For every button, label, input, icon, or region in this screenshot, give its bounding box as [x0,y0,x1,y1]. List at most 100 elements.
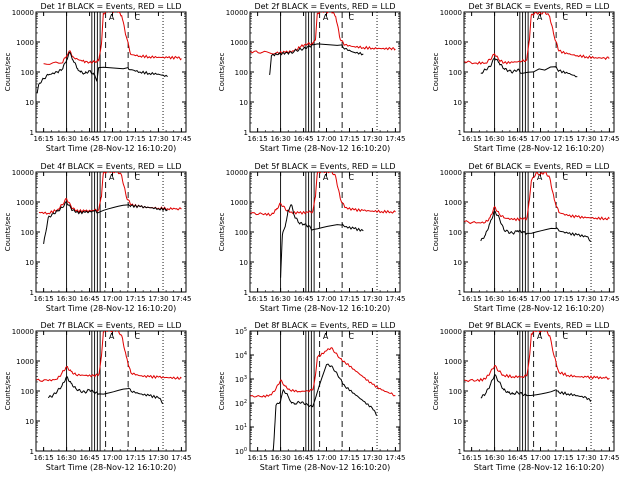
chart-panel-det-6f: Det 6f BLACK = Events, RED = LLD 1 10 100 10… [432,162,620,313]
panel-title: Det 4f BLACK = Events, RED = LLD [40,162,181,171]
x-tick-label: 17:45 [599,454,619,462]
series-line-events [272,363,378,451]
x-axis-label: Start Time (28-Nov-12 16:10:20) [260,304,390,313]
y-axis-label: Counts/sec [432,53,440,92]
plot-frame [249,171,401,293]
y-tick-label: 10 [453,418,462,426]
x-tick-label: 17:00 [102,135,122,143]
y-tick-label: 10000 [12,169,34,177]
x-tick-label: 17:15 [553,295,573,303]
panel-title: Det 6f BLACK = Events, RED = LLD [468,162,609,171]
x-tick-label: 16:15 [462,295,482,303]
x-tick-label: 17:15 [125,135,145,143]
y-tick-label: 100 [449,388,462,396]
x-tick-label: 17:00 [102,295,122,303]
chart-panel-det-9f: Det 9f BLACK = Events, RED = LLD 1 10 100 10… [432,321,620,472]
y-tick-label: 1 [30,129,34,137]
y-tick-label: 10 [25,259,34,267]
marker-c: C [349,13,355,22]
y-axis-label: Counts/sec [218,372,226,411]
x-tick-label: 17:15 [553,454,573,462]
x-tick-label: 17:30 [362,295,382,303]
y-tick-label: 1 [30,289,34,297]
x-tick-label: 16:30 [270,295,290,303]
series-line-events [480,374,592,402]
x-tick-label: 17:15 [553,135,573,143]
x-tick-label: 16:30 [56,135,76,143]
y-tick-label: 1 [30,448,34,456]
x-tick-label: 17:15 [125,295,145,303]
y-tick-label: 100 [235,69,248,77]
y-tick-label: 10 [453,259,462,267]
marker-c: C [349,332,355,341]
chart-panel-det-4f: Det 4f BLACK = Events, RED = LLD 1 10 100 10… [4,162,192,313]
series-line-lld [250,172,396,217]
x-tick-label: 16:30 [56,454,76,462]
x-tick-label: 17:45 [599,295,619,303]
y-axis-label: Counts/sec [4,213,12,252]
y-tick-label: 1 [244,129,248,137]
x-axis-label: Start Time (28-Nov-12 16:10:20) [46,304,176,313]
x-tick-label: 17:45 [171,135,191,143]
series-line-lld [250,12,396,55]
panel-title: Det 9f BLACK = Events, RED = LLD [468,321,609,330]
y-tick-label: 105 [235,327,247,336]
x-tick-label: 16:15 [248,454,268,462]
panel-title: Det 3f BLACK = Events, RED = LLD [468,2,609,11]
x-tick-label: 17:00 [530,135,550,143]
x-axis-label: Start Time (28-Nov-12 16:10:20) [46,144,176,153]
y-tick-label: 100 [21,388,34,396]
x-tick-label: 17:45 [385,135,405,143]
x-tick-label: 17:00 [530,295,550,303]
x-tick-label: 16:30 [270,135,290,143]
series-line-lld [464,172,610,225]
y-axis-label: Counts/sec [218,53,226,92]
y-tick-label: 100 [21,69,34,77]
chart-panel-det-2f: Det 2f BLACK = Events, RED = LLD 1 10 100 10… [218,2,406,153]
marker-a: A [109,13,115,22]
marker-a: A [109,173,115,182]
x-tick-label: 16:45 [507,295,527,303]
marker-c: C [349,173,355,182]
x-tick-label: 17:45 [171,295,191,303]
plot-frame [35,171,187,293]
y-tick-label: 10 [239,259,248,267]
series-line-events [269,43,364,75]
x-axis-label: Start Time (28-Nov-12 16:10:20) [46,463,176,472]
x-tick-label: 16:15 [462,135,482,143]
marker-a: A [537,173,543,182]
panel-title: Det 2f BLACK = Events, RED = LLD [254,2,395,11]
x-tick-label: 16:30 [484,454,504,462]
x-tick-label: 16:15 [248,135,268,143]
series-line-events [43,201,168,244]
y-tick-label: 100 [235,229,248,237]
x-tick-label: 16:45 [79,454,99,462]
y-tick-label: 104 [235,351,247,360]
x-tick-label: 17:30 [576,454,596,462]
x-tick-label: 17:45 [385,295,405,303]
y-tick-label: 10000 [440,9,462,17]
y-tick-label: 1 [458,129,462,137]
marker-c: C [135,332,141,341]
x-tick-label: 17:45 [599,135,619,143]
x-tick-label: 17:30 [148,135,168,143]
marker-c: C [563,173,569,182]
x-tick-label: 17:15 [339,135,359,143]
panel-title: Det 1f BLACK = Events, RED = LLD [40,2,181,11]
marker-a: A [323,173,329,182]
x-axis-label: Start Time (28-Nov-12 16:10:20) [474,304,604,313]
x-tick-label: 16:45 [293,454,313,462]
x-tick-label: 16:15 [34,135,54,143]
y-tick-label: 10 [453,99,462,107]
chart-panel-det-7f: Det 7f BLACK = Events, RED = LLD 1 10 100 10… [4,321,192,472]
x-tick-label: 16:45 [293,135,313,143]
y-tick-label: 100 [235,447,247,456]
chart-panel-det-3f: Det 3f BLACK = Events, RED = LLD 1 10 100 10… [432,2,620,153]
series-line-events [36,51,168,94]
x-axis-label: Start Time (28-Nov-12 16:10:20) [474,463,604,472]
x-tick-label: 17:00 [316,295,336,303]
y-tick-label: 1000 [444,199,462,207]
y-tick-label: 102 [235,399,247,408]
y-axis-label: Counts/sec [4,372,12,411]
